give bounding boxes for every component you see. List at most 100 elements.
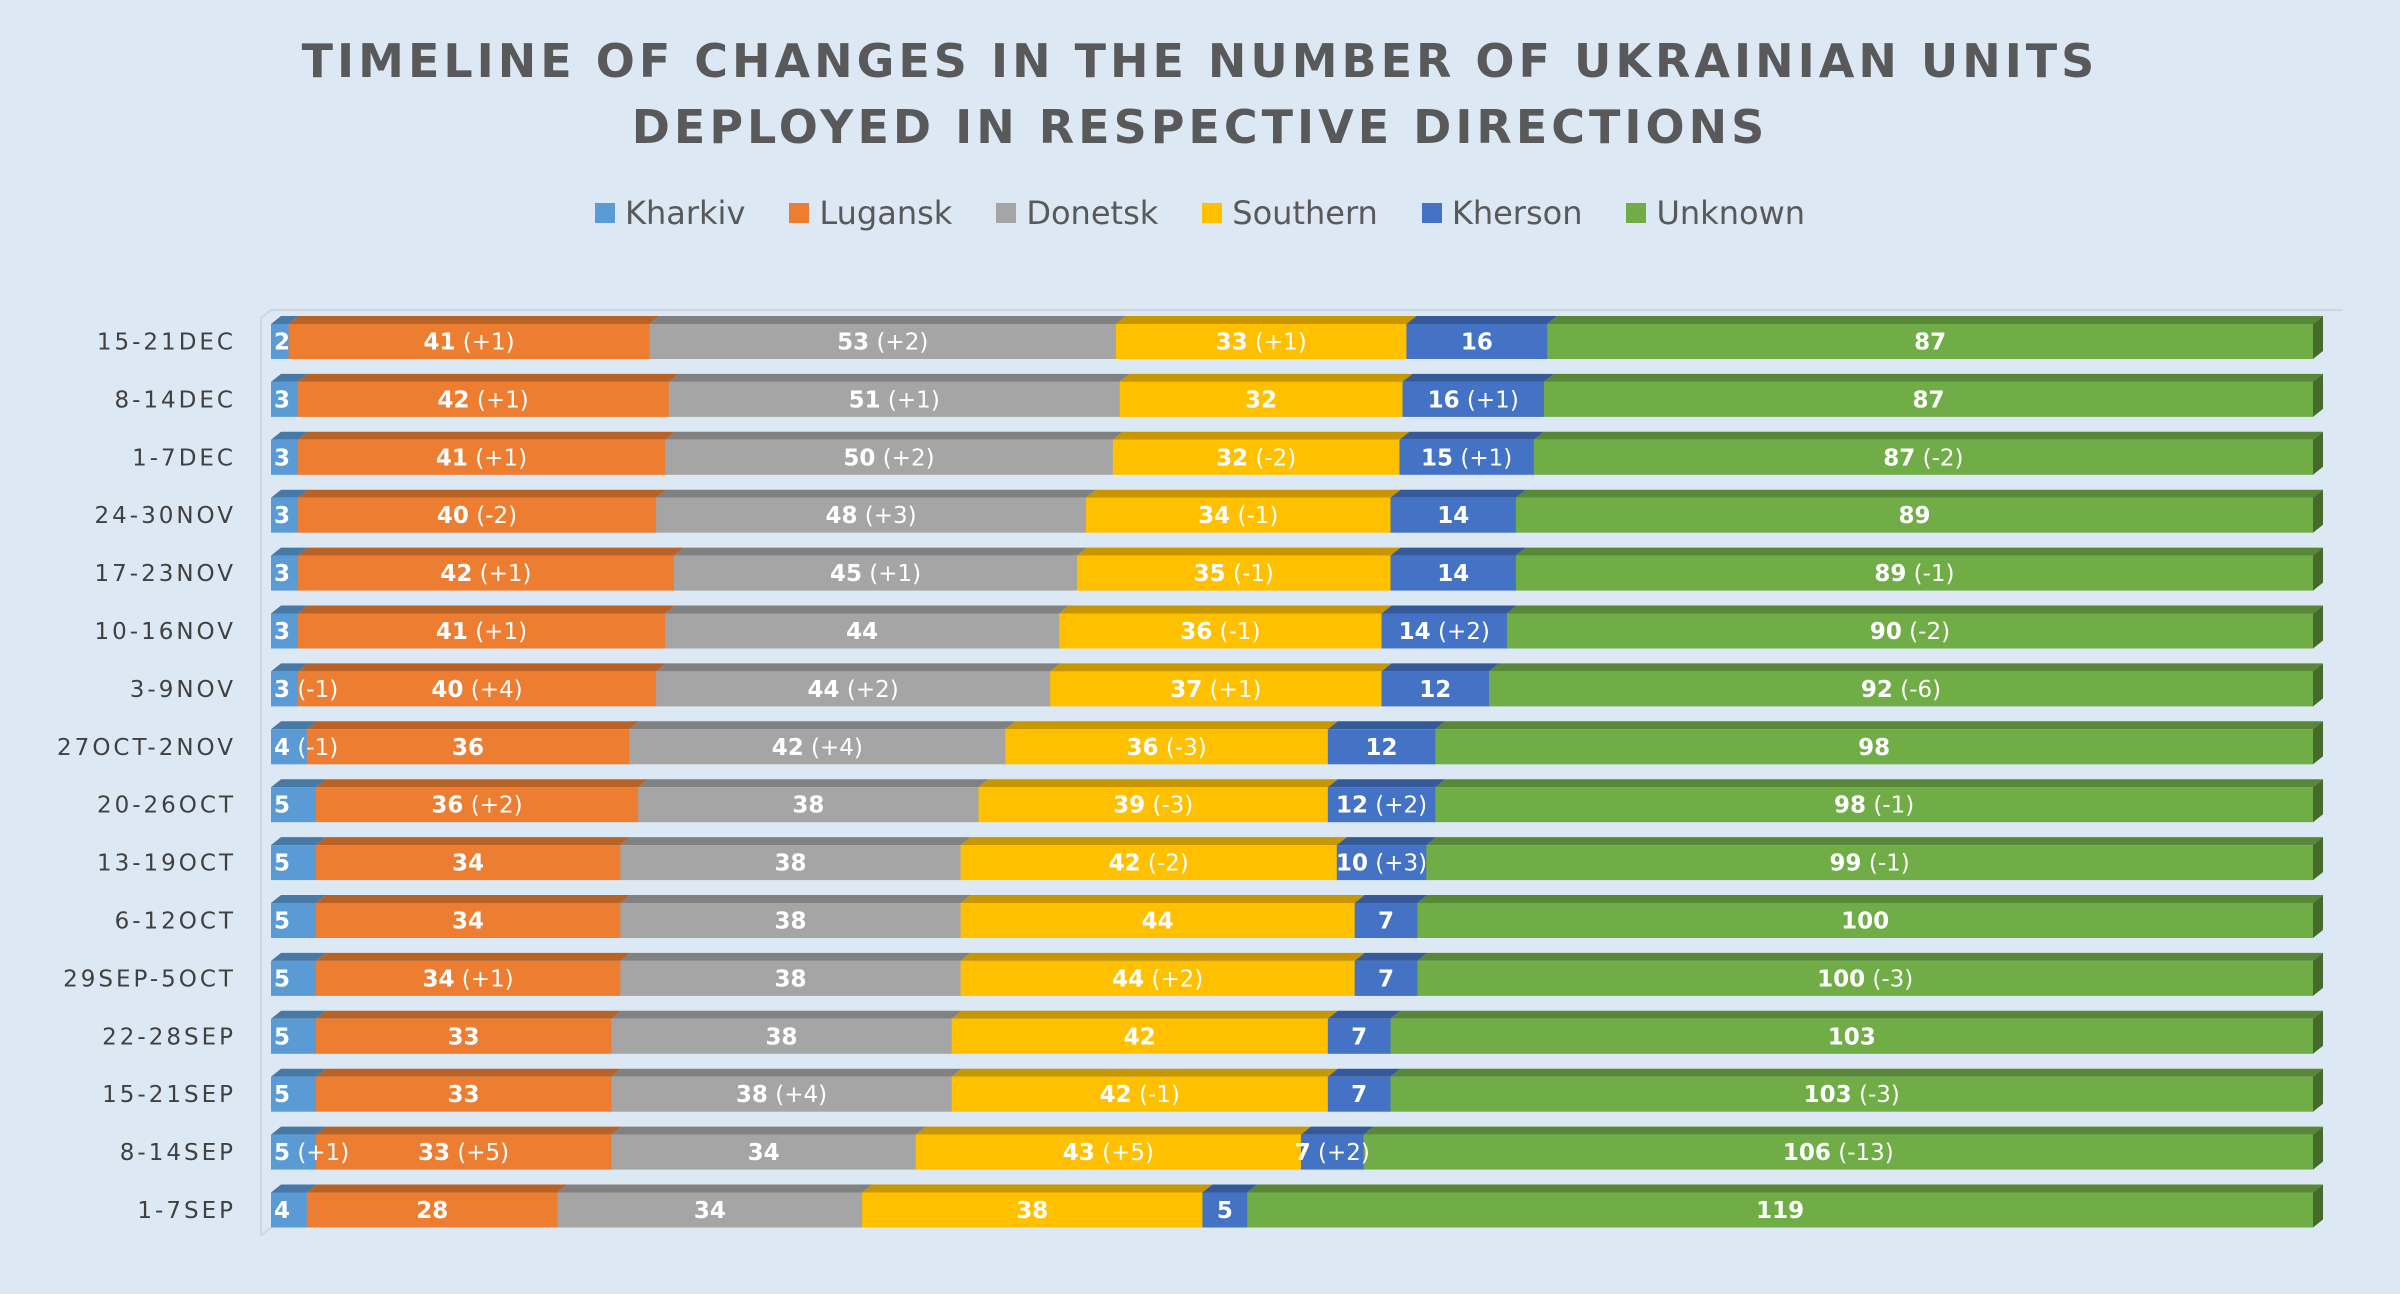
category-label-8-14dec: 8-14DEC [114, 387, 236, 413]
bar-top-lugansk-1-7sep [306, 1184, 568, 1193]
data-label-kherson-27oct-2nov: 12 [1366, 735, 1398, 761]
bar-row-22-28sep: 22-28SEP 5 33 38 42 7 103 [102, 1010, 2323, 1054]
bar-southern-8-14sep [915, 1134, 1302, 1170]
bar-lugansk-20-26oct [315, 787, 639, 823]
data-label-kharkiv-8-14sep: 5 (+1) [274, 1140, 349, 1166]
category-label-6-12oct: 6-12OCT [115, 909, 236, 935]
bar-top-donetsk-20-26oct [638, 779, 989, 788]
bar-kherson-10-16nov [1381, 613, 1508, 649]
data-label-value: 45 [830, 561, 862, 587]
bar-side-unknown-1-7dec [2313, 431, 2323, 475]
data-label-value: 4 [274, 1198, 290, 1224]
bar-top-kherson-15-21sep [1327, 1068, 1401, 1077]
bar-top-kherson-13-19oct [1336, 837, 1437, 846]
data-label-value: 103 [1828, 1024, 1876, 1050]
category-label-13-19oct: 13-19OCT [97, 851, 236, 877]
data-label-value: 36 [452, 735, 484, 761]
category-label-20-26oct: 20-26OCT [97, 793, 236, 819]
bar-kherson-20-26oct [1327, 787, 1436, 823]
data-label-donetsk-24-30nov: 48 (+3) [825, 503, 916, 529]
bar-top-lugansk-15-21sep [315, 1068, 622, 1077]
data-label-change: (+2) [1431, 619, 1490, 645]
data-label-value: 44 [1142, 909, 1174, 935]
data-label-value: 32 [1216, 445, 1248, 471]
bar-unknown-17-23nov [1515, 555, 2314, 591]
data-label-value: 5 [274, 793, 290, 819]
bar-top-kharkiv-1-7dec [271, 431, 308, 440]
bar-kherson-24-30nov [1390, 497, 1517, 533]
data-label-value: 87 [1914, 330, 1946, 356]
bar-kharkiv-24-30nov [271, 497, 299, 533]
data-label-lugansk-10-16nov: 41 (+1) [436, 619, 527, 645]
data-label-value: 36 [1127, 735, 1159, 761]
bar-top-lugansk-8-14sep [315, 1126, 622, 1135]
bar-top-lugansk-1-7dec [297, 431, 676, 440]
data-label-kharkiv-29sep-5oct: 5 [274, 966, 290, 992]
bar-top-donetsk-8-14sep [611, 1126, 926, 1135]
category-label-15-21sep: 15-21SEP [102, 1082, 236, 1108]
data-label-southern-20-26oct: 39 (-3) [1113, 793, 1193, 819]
data-label-value: 48 [825, 503, 857, 529]
legend-label-donetsk: Donetsk [1026, 194, 1159, 232]
bar-southern-1-7sep [862, 1192, 1203, 1228]
category-label-22-28sep: 22-28SEP [102, 1024, 236, 1050]
legend-swatch-southern [1202, 203, 1223, 223]
data-label-kharkiv-10-16nov: 3 [274, 619, 290, 645]
category-label-1-7sep: 1-7SEP [137, 1198, 236, 1224]
data-label-change: (-2) [1915, 445, 1963, 471]
data-label-value: 38 [774, 966, 806, 992]
bar-donetsk-1-7dec [665, 439, 1114, 475]
data-label-value: 89 [1898, 503, 1930, 529]
data-label-change: (+1) [468, 619, 527, 645]
data-label-change: (+4) [804, 735, 863, 761]
data-label-lugansk-24-30nov: 40 (-2) [437, 503, 517, 529]
data-label-value: 39 [1113, 793, 1145, 819]
data-label-value: 3 [274, 619, 290, 645]
data-label-lugansk-1-7dec: 41 (+1) [436, 445, 527, 471]
bar-top-kharkiv-27oct-2nov [271, 721, 317, 730]
data-label-unknown-15-21sep: 103 (-3) [1804, 1082, 1900, 1108]
data-label-value: 10 [1336, 851, 1368, 877]
category-label-29sep-5oct: 29SEP-5OCT [63, 966, 236, 992]
data-label-value: 34 [694, 1198, 726, 1224]
bar-unknown-27oct-2nov [1435, 729, 2314, 765]
bar-kharkiv-8-14sep [271, 1134, 317, 1170]
data-label-value: 106 [1783, 1140, 1831, 1166]
bar-row-8-14sep: 8-14SEP 5 (+1) 33 (+5) 34 43 (+5) 7 (+2) 106 (… [120, 1126, 2323, 1170]
bar-donetsk-6-12oct [620, 903, 962, 938]
bar-side-unknown-22-28sep [2313, 1010, 2323, 1054]
bar-southern-3-9nov [1050, 671, 1383, 707]
bar-unknown-8-14dec [1543, 381, 2314, 417]
data-label-lugansk-13-19oct: 34 [452, 851, 484, 877]
data-label-change: (-3) [1865, 966, 1913, 992]
bar-top-unknown-1-7dec [1533, 431, 2323, 440]
bar-kherson-8-14dec [1402, 381, 1545, 417]
data-label-change: (+1) [1460, 387, 1519, 413]
data-label-southern-15-21dec: 33 (+1) [1216, 330, 1307, 356]
data-label-value: 7 [1295, 1140, 1311, 1166]
data-label-value: 5 [274, 1140, 290, 1166]
data-label-donetsk-6-12oct: 38 [774, 909, 806, 935]
data-label-southern-6-12oct: 44 [1142, 909, 1174, 935]
bar-top-donetsk-1-7dec [665, 431, 1123, 440]
data-label-unknown-3-9nov: 92 (-6) [1861, 677, 1941, 703]
data-label-value: 87 [1883, 445, 1915, 471]
bar-top-southern-29sep-5oct [960, 952, 1365, 961]
data-label-southern-3-9nov: 37 (+1) [1170, 677, 1261, 703]
data-label-change: (-2) [469, 503, 517, 529]
bar-top-donetsk-6-12oct [620, 895, 971, 903]
data-label-value: 3 [274, 503, 290, 529]
data-label-kherson-17-23nov: 14 [1437, 561, 1469, 587]
bar-unknown-22-28sep [1390, 1018, 2314, 1054]
data-label-value: 38 [1016, 1198, 1048, 1224]
bar-southern-22-28sep [951, 1018, 1329, 1054]
bar-kharkiv-1-7dec [271, 439, 299, 475]
bar-unknown-10-16nov [1506, 613, 2314, 649]
bar-top-unknown-3-9nov [1489, 663, 2323, 672]
legend-item-unknown: Unknown [1626, 194, 1805, 232]
data-label-value: 7 [1378, 966, 1394, 992]
bar-top-lugansk-15-21dec [288, 316, 660, 324]
bar-side-unknown-6-12oct [2313, 895, 2323, 938]
bar-lugansk-1-7sep [306, 1192, 559, 1228]
bar-kharkiv-27oct-2nov [271, 729, 308, 765]
